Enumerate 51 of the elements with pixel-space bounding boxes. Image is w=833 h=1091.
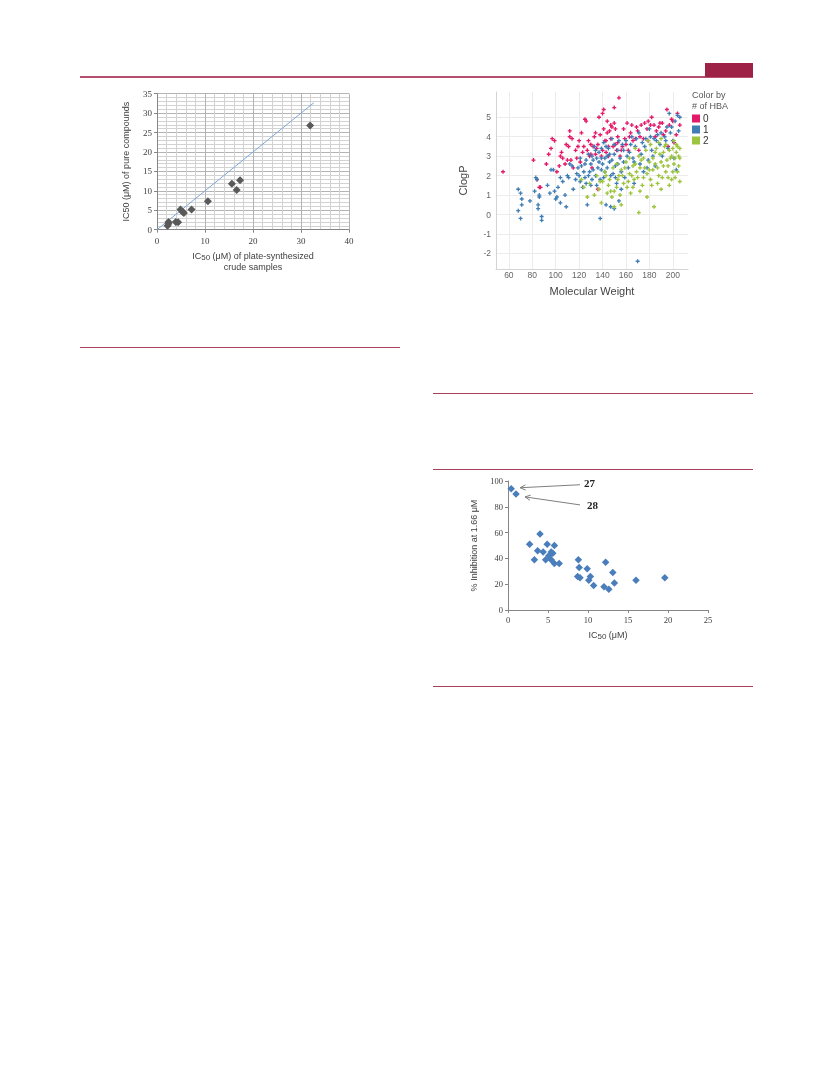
y-tick-label: 5 [147,205,153,216]
x-tick-label: 0 [505,614,511,625]
legend-label: 1 [703,124,709,135]
x-tick-label: 25 [703,614,713,625]
x-tick-label: 60 [504,269,514,280]
y-tick-label: 20 [494,579,503,590]
y-tick-label: 20 [143,146,153,157]
y-tick-label: 0 [486,209,492,220]
annotation: 27 [584,477,596,490]
y-axis-title: ClogP [457,165,470,196]
x-tick-label: 160 [618,269,634,280]
legend-title: Color by # of HBA [692,90,729,111]
y-tick-label: 0 [498,605,503,615]
x-tick-label: 10 [583,614,593,625]
y-tick-label: -2 [483,248,492,259]
x-tick-label: 20 [663,614,673,625]
y-tick-label: 80 [494,501,503,512]
x-tick-label: 5 [545,614,551,625]
y-tick-label: 3 [486,151,492,162]
x-tick-label: 20 [248,236,258,247]
x-tick-label: 15 [623,614,633,625]
y-tick-label: 1 [486,190,492,201]
y-tick-label: 5 [486,112,492,123]
x-tick-label: 180 [642,269,657,280]
y-tick-label: 25 [143,127,153,138]
legend-label: 0 [703,113,709,124]
x-tick-label: 30 [296,236,306,247]
x-tick-label: 140 [595,269,610,280]
legend-label: 2 [703,135,709,146]
annotation: 28 [587,499,599,512]
y-tick-label: 10 [143,185,153,196]
x-tick-label: 40 [344,236,354,247]
x-tick-label: 80 [527,269,538,280]
y-tick-label: 0 [147,224,153,235]
y-axis-title: IC50 (μM) of pure compounds [121,101,132,222]
y-tick-label: 35 [143,88,153,99]
x-tick-label: 0 [154,236,160,247]
y-tick-label: 15 [143,166,153,177]
y-tick-label: 40 [494,553,503,564]
y-tick-label: -1 [483,228,492,239]
y-axis-title: % Inhibition at 1.66 μM [468,499,479,592]
y-tick-label: 2 [486,170,492,181]
y-tick-label: 4 [486,131,492,142]
y-tick-label: 60 [494,527,503,538]
y-tick-label: 30 [143,108,153,119]
x-tick-label: 120 [572,269,587,280]
x-tick-label: 100 [548,269,564,280]
x-tick-label: 10 [200,236,210,247]
x-tick-label: 200 [665,269,681,280]
x-axis-title: Molecular Weight [549,284,635,297]
y-tick-label: 100 [490,476,503,486]
